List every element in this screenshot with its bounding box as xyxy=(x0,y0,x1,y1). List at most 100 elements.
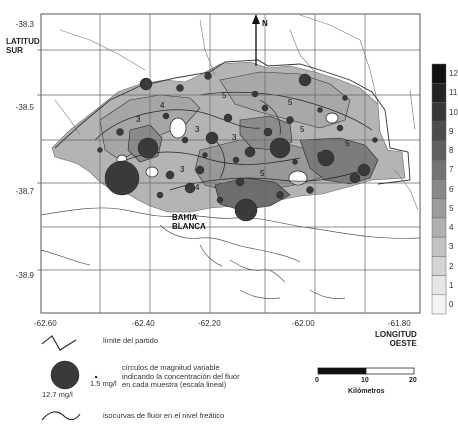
colorbar-swatch xyxy=(431,179,447,199)
contour-label: 3 xyxy=(136,115,141,124)
sample-circle xyxy=(195,165,205,175)
colorbar-tick: 3 xyxy=(449,242,454,252)
contour-label: 5 xyxy=(222,91,227,100)
sample-circle xyxy=(202,152,208,158)
sample-circle xyxy=(162,112,170,120)
sample-circle xyxy=(205,131,219,145)
sample-circle xyxy=(349,172,361,184)
place-label: BAHIA BLANCA xyxy=(172,213,206,231)
contour-label: 5 xyxy=(300,125,305,134)
sample-circle xyxy=(137,137,159,159)
colorbar-swatch xyxy=(431,102,447,122)
sample-circle xyxy=(181,136,189,144)
sample-circle xyxy=(232,156,240,164)
sample-circle xyxy=(104,160,140,196)
colorbar-tick: 8 xyxy=(449,146,454,156)
sample-circle xyxy=(317,107,323,113)
colorbar-tick: 5 xyxy=(449,203,454,213)
contour-lobe-white xyxy=(169,117,187,139)
sample-circle xyxy=(276,191,284,199)
lon-tick: -61.80 xyxy=(388,319,411,328)
sample-circle xyxy=(216,196,224,204)
legend-isocurve-symbol xyxy=(41,411,81,421)
colorbar-swatch xyxy=(431,63,447,84)
legend-boundary-label: límite del partido xyxy=(103,336,159,345)
legend-min-value: 1.5 mg/l xyxy=(90,379,117,388)
lat-tick: -38.3 xyxy=(15,20,34,29)
sample-circle xyxy=(306,186,314,194)
sample-circle xyxy=(223,113,233,123)
sample-circle xyxy=(261,104,269,112)
scale-tick: 0 xyxy=(315,377,319,384)
colorbar-tick: 0 xyxy=(449,300,454,309)
sample-circle xyxy=(286,116,294,124)
contour-lobe-white xyxy=(288,170,308,186)
sample-circle xyxy=(317,149,335,167)
sample-circle xyxy=(244,146,256,158)
sample-circle xyxy=(336,124,344,132)
colorbar-swatch xyxy=(431,121,447,142)
sample-circle xyxy=(235,177,245,187)
contour-label: 5 xyxy=(288,98,293,107)
colorbar-tick: 6 xyxy=(449,184,454,194)
legend-circle-large-icon xyxy=(50,360,80,390)
axis-ticks xyxy=(37,49,41,271)
colorbar-swatch xyxy=(431,198,447,219)
contour-label: 5 xyxy=(345,139,350,148)
sample-circle xyxy=(251,90,259,98)
contour-label: 3 xyxy=(232,133,237,142)
lat-tick: -38.7 xyxy=(15,187,34,196)
contour-label: 3 xyxy=(180,165,185,174)
legend-circle-small-icon xyxy=(94,375,98,379)
contour-lobe-white xyxy=(145,166,159,178)
contour-region-dark-2 xyxy=(214,177,291,211)
colorbar-tick: 4 xyxy=(449,223,454,233)
sample-circle xyxy=(372,137,378,143)
sample-circle xyxy=(156,191,164,199)
colorbar xyxy=(431,63,447,315)
colorbar-swatch xyxy=(431,275,447,296)
contour-label: 5 xyxy=(260,169,265,178)
sample-circle xyxy=(204,72,212,80)
isocurves xyxy=(94,91,373,191)
colorbar-tick: 7 xyxy=(449,165,454,175)
legend-circles-desc: círculos de magnitud variable indicando … xyxy=(122,363,240,389)
colorbar-swatch xyxy=(431,159,447,180)
colorbar-tick: 1 xyxy=(449,280,454,290)
sample-circle xyxy=(97,147,103,153)
lon-tick: -62.60 xyxy=(34,319,57,328)
legend-max-value: 12.7 mg/l xyxy=(42,390,73,399)
sample-circles xyxy=(97,72,378,222)
lat-title: LATITUD SUR xyxy=(6,37,40,55)
colorbar-tick: 9 xyxy=(449,126,454,136)
lon-tick: -62.40 xyxy=(132,319,155,328)
contour-label: 4 xyxy=(160,101,165,110)
sample-circle xyxy=(298,73,312,87)
sample-circle xyxy=(184,182,196,194)
colorbar-swatch xyxy=(431,217,447,238)
scale-bar xyxy=(317,367,415,375)
north-arrow-icon xyxy=(252,14,260,66)
scale-tick: 10 xyxy=(361,377,369,384)
coastline xyxy=(40,207,421,299)
lat-tick: -38.9 xyxy=(15,271,34,280)
colorbar-swatch xyxy=(431,236,447,257)
contour-label: 3 xyxy=(195,125,200,134)
colorbar-swatch xyxy=(431,294,447,315)
sample-circle xyxy=(263,127,273,137)
sample-circle xyxy=(342,95,348,101)
lon-tick: -62.20 xyxy=(198,319,221,328)
sample-circle xyxy=(234,198,258,222)
sample-circle xyxy=(269,137,291,159)
north-label: N xyxy=(262,19,268,28)
scale-tick: 20 xyxy=(409,377,417,384)
colorbar-swatch xyxy=(431,82,447,103)
lon-title: LONGITUD OESTE xyxy=(375,330,417,348)
roads xyxy=(54,14,419,211)
sample-circle xyxy=(176,84,184,92)
colorbar-tick: 12 xyxy=(449,69,458,79)
sample-circle xyxy=(116,128,124,136)
colorbar-swatch xyxy=(431,140,447,161)
legend-isocurves-label: isocurvas de fluor en el nivel freático xyxy=(103,411,225,420)
